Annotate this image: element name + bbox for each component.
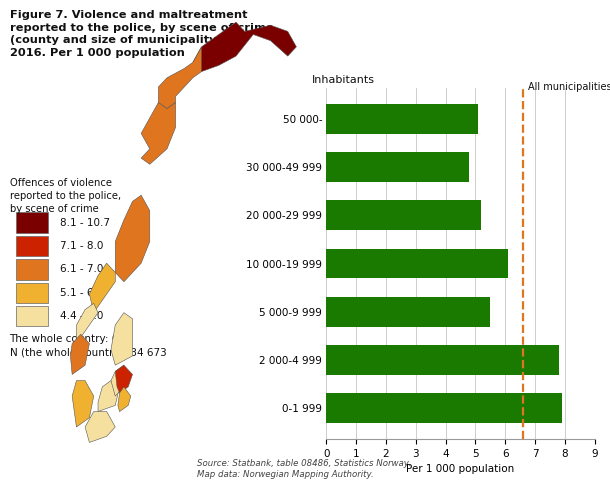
- Text: The whole country: 6.6
N (the whole country): 34 673: The whole country: 6.6 N (the whole coun…: [10, 334, 167, 358]
- Text: 8.1 - 10.7: 8.1 - 10.7: [60, 218, 110, 227]
- Bar: [16, 236, 48, 256]
- Polygon shape: [90, 263, 115, 313]
- Bar: [16, 212, 48, 233]
- X-axis label: Per 1 000 population: Per 1 000 population: [406, 465, 515, 474]
- Text: Inhabitants: Inhabitants: [312, 75, 375, 85]
- Bar: [326, 345, 559, 375]
- Text: 4.4 - 5.0: 4.4 - 5.0: [60, 311, 104, 321]
- Text: 7.1 - 8.0: 7.1 - 8.0: [60, 241, 104, 251]
- Polygon shape: [72, 381, 94, 427]
- Polygon shape: [76, 304, 98, 344]
- Polygon shape: [98, 381, 120, 411]
- Bar: [326, 200, 481, 230]
- Polygon shape: [118, 387, 131, 411]
- Text: 5.1 - 6.0: 5.1 - 6.0: [60, 288, 104, 298]
- Bar: [326, 297, 490, 327]
- Polygon shape: [115, 365, 132, 393]
- Bar: [16, 306, 48, 326]
- Bar: [16, 283, 48, 303]
- Bar: [326, 393, 562, 423]
- Bar: [326, 248, 508, 279]
- Text: Source: Statbank, table 08486, Statistics Norway.
Map data: Norwegian Mapping Au: Source: Statbank, table 08486, Statistic…: [196, 459, 411, 479]
- Text: Figure 7. Violence and maltreatment
reported to the police, by scene of crime
(c: Figure 7. Violence and maltreatment repo…: [10, 10, 273, 58]
- Bar: [326, 104, 478, 134]
- Polygon shape: [85, 411, 115, 443]
- Polygon shape: [193, 22, 296, 72]
- Polygon shape: [111, 313, 132, 365]
- Polygon shape: [115, 195, 150, 282]
- Polygon shape: [70, 334, 90, 374]
- Polygon shape: [141, 102, 176, 164]
- Bar: [16, 259, 48, 280]
- Text: Offences of violence
reported to the police,
by scene of crime: Offences of violence reported to the pol…: [10, 178, 121, 214]
- Polygon shape: [159, 47, 201, 109]
- Polygon shape: [111, 365, 124, 396]
- Text: 6.1 - 7.0: 6.1 - 7.0: [60, 264, 104, 274]
- Text: All municipalities: All municipalities: [528, 82, 610, 92]
- Bar: [326, 152, 470, 182]
